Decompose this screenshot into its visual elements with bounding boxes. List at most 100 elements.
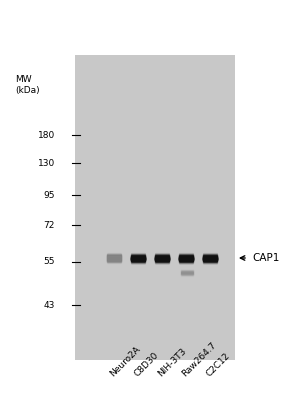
Bar [155, 253, 169, 254]
Bar [179, 257, 194, 258]
Bar [155, 259, 169, 260]
Bar [155, 263, 169, 264]
Bar [179, 253, 194, 254]
Bar [181, 273, 193, 274]
Bar [155, 259, 169, 260]
Bar [181, 271, 193, 272]
Bar [181, 270, 193, 271]
Bar [181, 270, 193, 271]
Bar [155, 254, 169, 255]
Bar [155, 257, 169, 258]
Text: Raw264.7: Raw264.7 [181, 340, 219, 378]
Bar [131, 258, 145, 259]
Bar [155, 257, 169, 258]
Bar [107, 260, 121, 262]
Bar [131, 257, 145, 258]
Bar [107, 258, 121, 260]
Bar [179, 259, 194, 260]
Bar [179, 258, 194, 259]
Bar [107, 260, 121, 261]
Bar [203, 259, 217, 260]
Bar [107, 257, 121, 258]
Bar [181, 274, 193, 276]
Bar [203, 255, 217, 256]
Bar [179, 260, 194, 261]
Bar [107, 260, 121, 262]
Bar [155, 256, 169, 257]
Bar [179, 261, 194, 262]
Bar [107, 256, 121, 258]
Bar [203, 263, 217, 264]
Bar [179, 259, 194, 260]
Bar [131, 259, 145, 260]
Bar [131, 254, 145, 255]
Bar [107, 256, 121, 258]
Bar [131, 260, 145, 261]
Bar [203, 262, 217, 263]
Bar [203, 257, 217, 258]
Bar [131, 254, 145, 255]
Bar [179, 254, 194, 255]
Bar [203, 258, 217, 259]
Bar [131, 254, 145, 255]
Bar [203, 255, 217, 256]
Bar [203, 252, 217, 253]
Bar [179, 255, 194, 256]
Bar [203, 261, 217, 262]
Bar [179, 259, 194, 260]
Bar [155, 255, 169, 256]
Bar [179, 263, 194, 264]
Bar [107, 260, 121, 262]
Bar [131, 253, 145, 254]
Bar [203, 260, 217, 261]
Bar [107, 260, 121, 262]
Bar [179, 261, 194, 262]
Bar [203, 256, 217, 257]
Text: 180: 180 [38, 130, 55, 140]
Bar [131, 259, 145, 260]
Bar [203, 263, 217, 264]
Bar [155, 255, 169, 256]
Bar [131, 256, 145, 257]
Bar [107, 258, 121, 260]
Bar [155, 253, 169, 254]
Text: CAP1: CAP1 [252, 253, 279, 263]
Bar [131, 253, 145, 254]
Bar [181, 274, 193, 275]
Bar [179, 263, 194, 264]
Bar [179, 257, 194, 258]
Bar [107, 255, 121, 257]
Bar [179, 253, 194, 254]
Bar [179, 258, 194, 259]
Bar [179, 262, 194, 263]
Bar [181, 274, 193, 275]
Bar [107, 256, 121, 260]
Bar [107, 258, 121, 260]
Bar [181, 271, 193, 272]
Bar [131, 253, 145, 254]
Bar [107, 259, 121, 261]
Bar [155, 253, 169, 254]
Bar [131, 261, 145, 262]
Bar [203, 256, 217, 257]
Bar [179, 262, 194, 263]
Bar [155, 253, 169, 254]
Bar [131, 261, 145, 262]
Bar [203, 261, 217, 262]
Bar [155, 258, 169, 259]
Bar [131, 262, 145, 263]
Bar [107, 254, 121, 256]
Bar [155, 259, 169, 260]
Bar [107, 261, 121, 262]
Bar [179, 258, 194, 259]
Bar [131, 260, 145, 261]
Bar [131, 257, 145, 258]
Bar [203, 262, 217, 263]
Bar [107, 256, 121, 258]
Bar [179, 260, 194, 261]
Bar [155, 256, 169, 257]
Bar [181, 272, 193, 273]
Bar [155, 263, 169, 264]
Bar [107, 255, 121, 257]
Bar [181, 274, 193, 276]
